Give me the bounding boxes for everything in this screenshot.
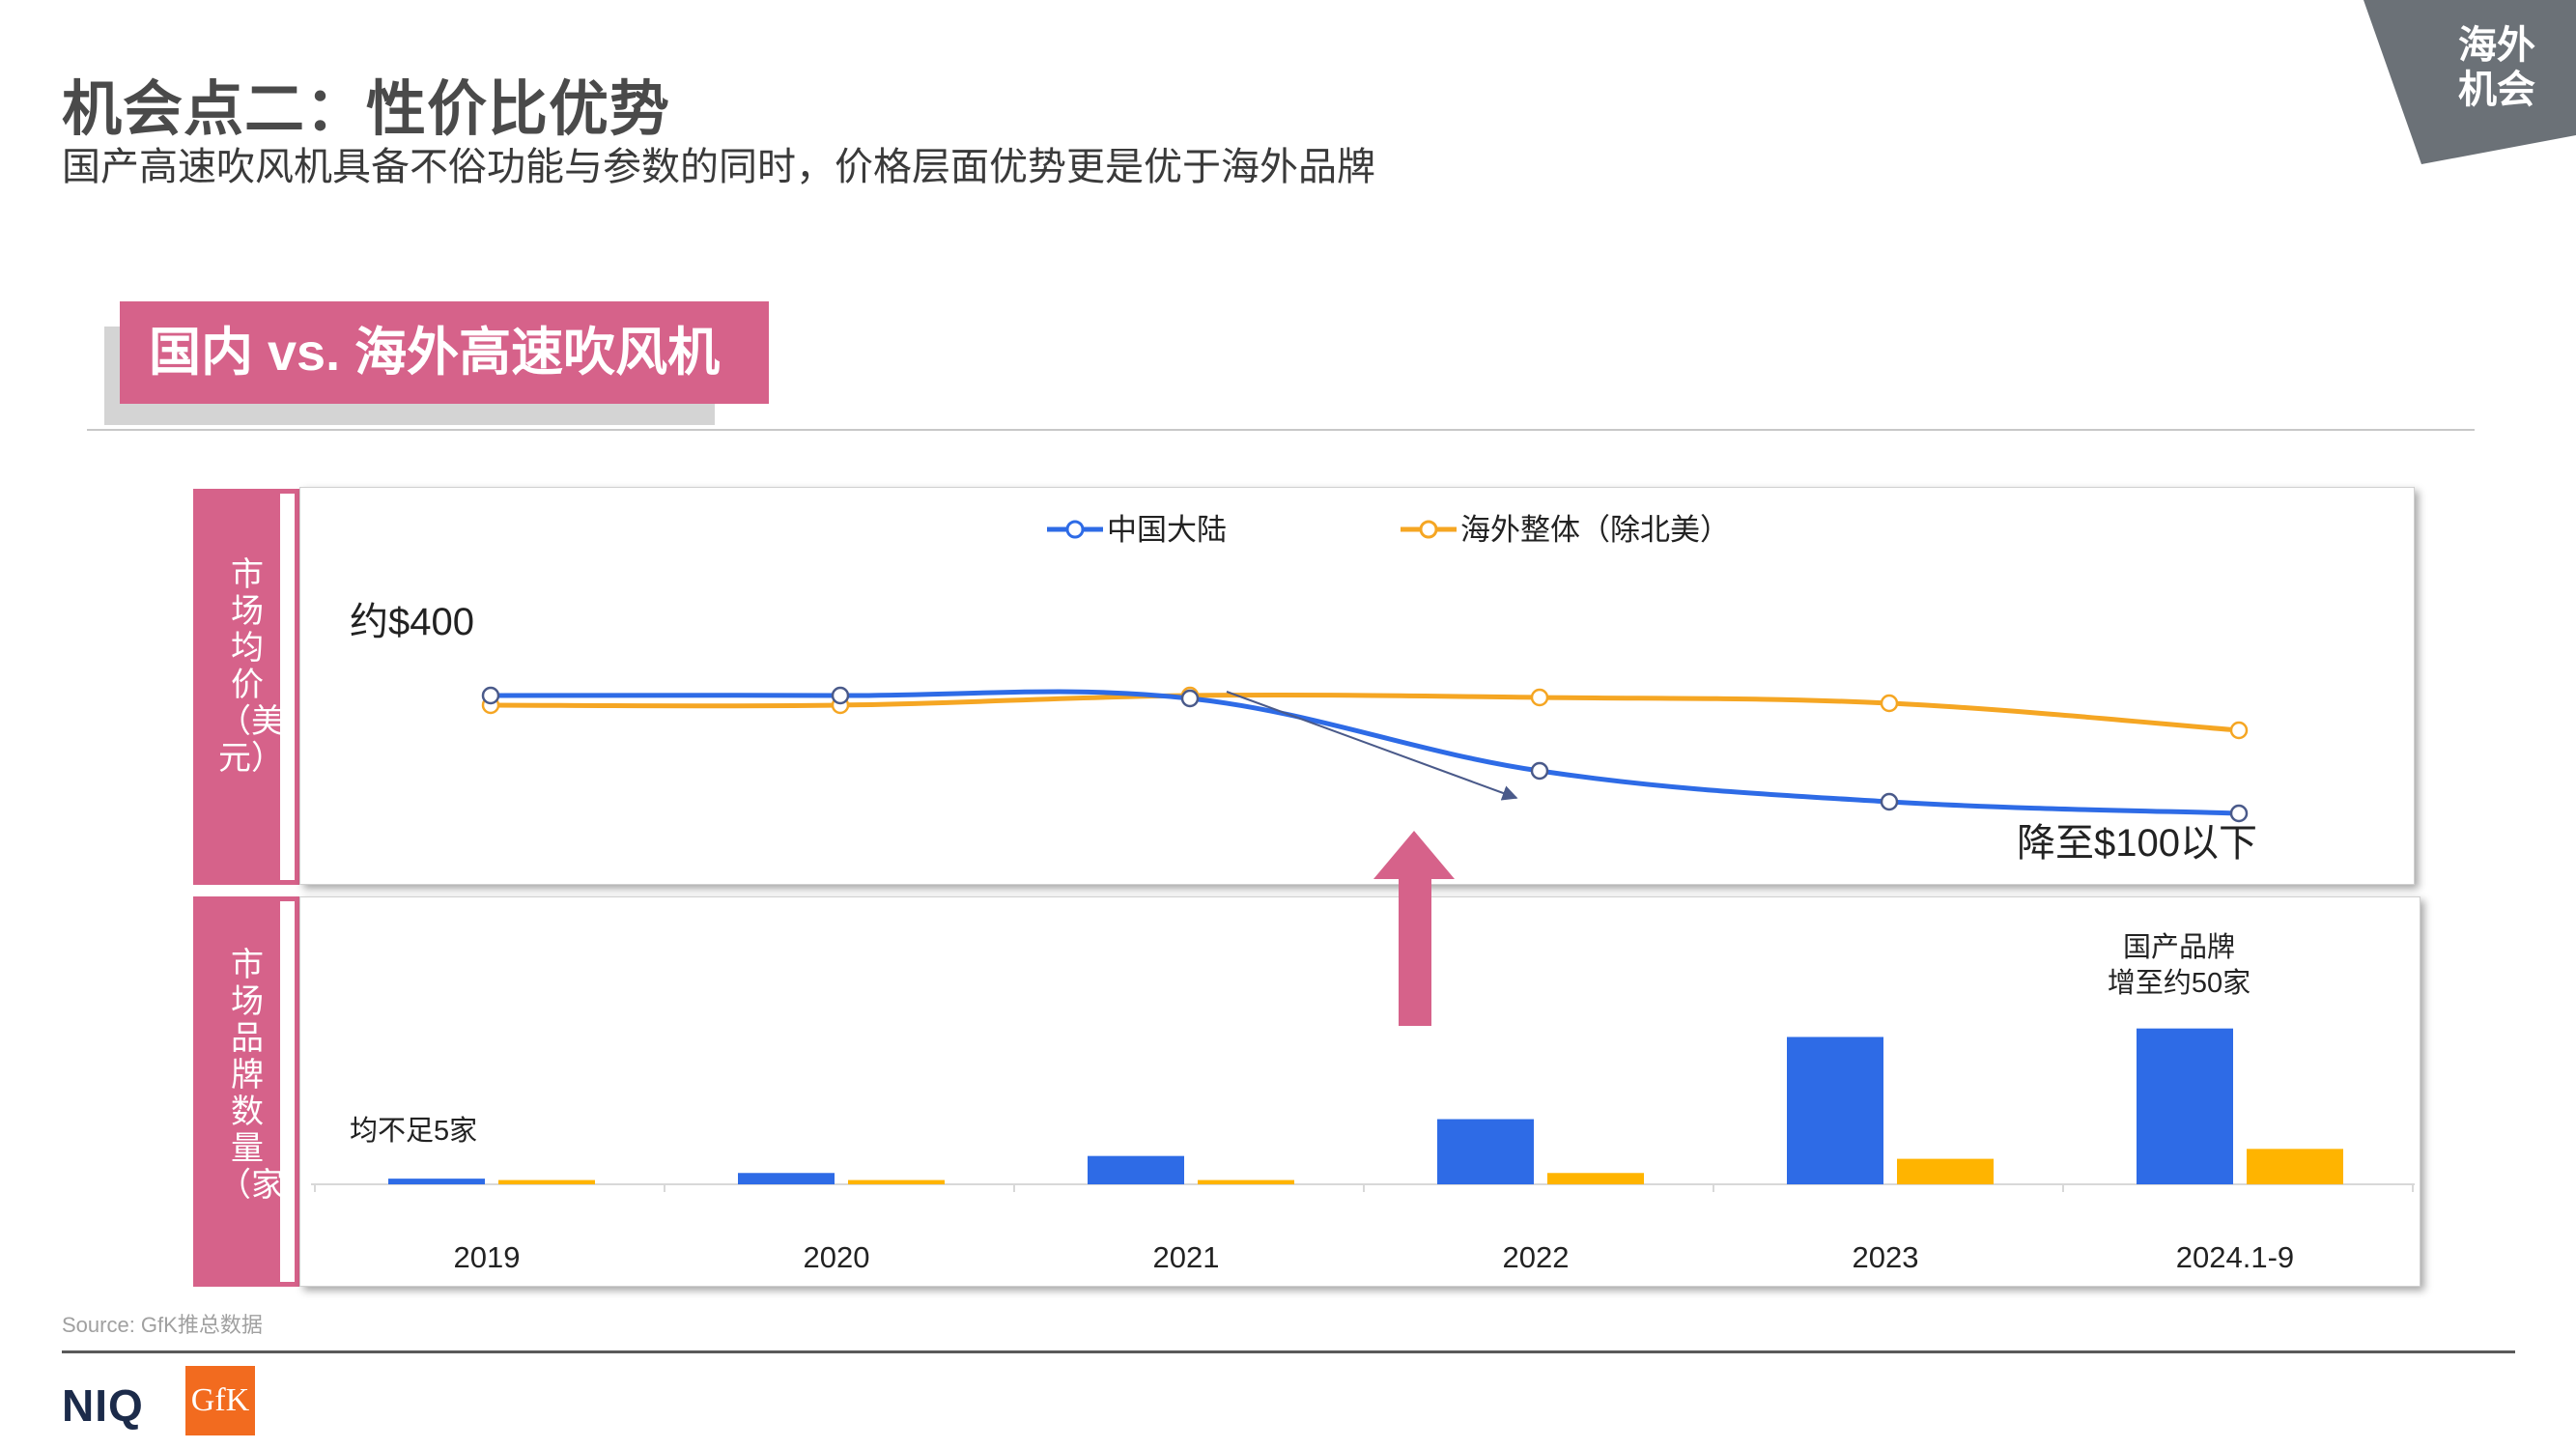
bar	[1547, 1173, 1644, 1184]
price-chart-panel	[299, 487, 2415, 885]
bars-layer	[311, 1028, 2415, 1192]
line-point	[1880, 792, 1899, 811]
category-label: 2022	[1503, 1240, 1570, 1274]
gfk-logo: GfK	[185, 1366, 255, 1435]
bar	[738, 1173, 835, 1184]
page-title: 机会点二：性价比优势	[62, 76, 671, 143]
line-point	[1880, 694, 1899, 713]
trend-arrow	[1226, 691, 1518, 801]
legend-marker	[1419, 520, 1438, 539]
bar	[1198, 1179, 1294, 1184]
brands-side-bracket	[280, 896, 299, 1287]
legend-marker	[1065, 520, 1085, 539]
line-series-1	[490, 693, 2240, 733]
annotation-price-end: 降至$100以下	[2017, 822, 2257, 865]
category-label: 2024.1-9	[2176, 1240, 2294, 1274]
category-label: 2023	[1853, 1240, 1919, 1274]
legend-label: 中国大陆	[1107, 513, 1227, 547]
line-point	[831, 686, 850, 705]
category-label: 2019	[454, 1240, 521, 1274]
corner-tag-label: 海外 机会	[2439, 23, 2555, 112]
line-point	[1530, 761, 1549, 781]
bar	[1897, 1158, 1994, 1184]
line-point	[2229, 804, 2249, 823]
section-divider	[87, 429, 2475, 431]
category-label: 2021	[1153, 1240, 1220, 1274]
bar	[1088, 1155, 1184, 1184]
category-label: 2020	[804, 1240, 870, 1274]
bar	[1787, 1037, 1883, 1184]
annotation-brands-start: 均不足5家	[350, 1115, 477, 1147]
section-label: 国内 vs. 海外高速吹风机	[120, 301, 769, 404]
lines-layer	[481, 686, 2249, 823]
page-subtitle: 国产高速吹风机具备不俗功能与参数的同时，价格层面优势更是优于海外品牌	[62, 146, 1375, 188]
bar	[2247, 1149, 2343, 1184]
legend-label: 海外整体（除北美）	[1460, 513, 1730, 547]
bar	[2137, 1028, 2233, 1184]
price-side-bracket	[280, 489, 299, 885]
footer-divider	[62, 1350, 2515, 1353]
price-side-label: 市场均价（美元）	[218, 556, 284, 777]
bar	[1437, 1119, 1534, 1184]
labels-layer: 中国大陆 海外整体（除北美） 约$400 降至$100以下 2019 2020 2021 20…	[350, 513, 2294, 1274]
corner-tag-shape	[2364, 0, 2576, 164]
annotation-brands-end-line2: 增至约50家	[2108, 967, 2250, 999]
line-point	[2229, 721, 2249, 740]
corner-tag-text: 海外 机会	[2458, 24, 2535, 111]
niq-logo: NIQ	[62, 1380, 144, 1431]
bar	[848, 1179, 945, 1184]
bar	[388, 1179, 485, 1184]
annotation-brands-end-line1: 国产品牌	[2123, 931, 2235, 963]
line-point	[1180, 689, 1200, 708]
up-arrow-shape	[1373, 831, 1455, 1026]
line-series-0	[490, 689, 2240, 816]
line-point	[1530, 688, 1549, 707]
brands-chart-panel	[299, 896, 2420, 1287]
annotation-price-start: 约$400	[350, 601, 474, 643]
source-note: Source: GfK推总数据	[62, 1313, 263, 1337]
bar	[498, 1179, 595, 1184]
line-point	[481, 686, 500, 705]
